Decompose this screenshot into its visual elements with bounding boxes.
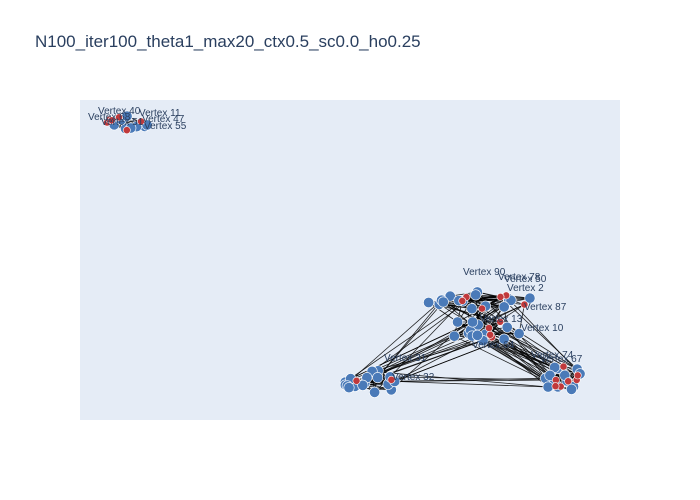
vertex-node-red[interactable] bbox=[496, 317, 504, 326]
vertex-label: Vertex 67 bbox=[540, 354, 583, 365]
vertex-label: Vertex 68 bbox=[88, 112, 131, 123]
plot-area[interactable]: Vertex 90 Vertex 78 Vertex 50 Vertex 2 Verte… bbox=[80, 100, 620, 420]
vertex-label: Vertex 31 bbox=[384, 353, 427, 364]
edge bbox=[377, 299, 442, 378]
edge bbox=[428, 302, 458, 323]
vertex-node-red[interactable] bbox=[520, 300, 529, 309]
vertex-label: Vertex 10 bbox=[521, 323, 564, 334]
edge bbox=[394, 333, 486, 382]
vertex-label: Vertex 40 bbox=[98, 106, 141, 117]
edge bbox=[503, 338, 569, 382]
vertex-node-red[interactable] bbox=[107, 116, 116, 125]
vertex-node-red[interactable] bbox=[551, 382, 560, 391]
vertex-node-blue[interactable] bbox=[501, 321, 513, 333]
vertex-node-blue[interactable] bbox=[498, 301, 510, 313]
edge bbox=[371, 304, 525, 372]
vertex-node-blue[interactable] bbox=[471, 329, 483, 341]
edge bbox=[377, 336, 493, 378]
vertex-label: Vertex 2 bbox=[507, 283, 544, 294]
edge bbox=[390, 376, 556, 381]
vertex-node-red[interactable] bbox=[485, 324, 493, 332]
vertex-node-blue[interactable] bbox=[343, 382, 355, 394]
vertex-label: Vertex 87 bbox=[524, 302, 567, 313]
edge bbox=[482, 340, 558, 369]
node-layer bbox=[103, 110, 586, 398]
edge bbox=[371, 340, 484, 372]
vertex-node-red[interactable] bbox=[559, 362, 568, 371]
vertex-label: Vertex 51 bbox=[101, 117, 144, 128]
edge bbox=[441, 299, 549, 388]
vertex-node-blue[interactable] bbox=[437, 296, 449, 308]
vertex-label: Vertex 11 bbox=[139, 108, 181, 119]
edge bbox=[377, 301, 444, 378]
vertex-node-red[interactable] bbox=[122, 126, 131, 135]
vertex-label: Vertex 32 bbox=[392, 372, 435, 383]
edge bbox=[394, 338, 505, 382]
edge bbox=[371, 294, 476, 372]
edge bbox=[471, 308, 557, 381]
vertex-node-blue[interactable] bbox=[357, 379, 369, 391]
vertex-label: Vertex 47 bbox=[142, 114, 185, 125]
chart-title: N100_iter100_theta1_max20_ctx0.5_sc0.0_h… bbox=[35, 32, 421, 51]
edge bbox=[443, 301, 581, 375]
vertex-node-red[interactable] bbox=[458, 296, 467, 305]
vertex-node-blue[interactable] bbox=[565, 383, 577, 395]
vertex-node-red[interactable] bbox=[137, 117, 145, 126]
vertex-label: Vertex 90 bbox=[463, 267, 506, 278]
vertex-node-red[interactable] bbox=[496, 292, 505, 301]
vertex-label: Vertex 50 bbox=[504, 274, 547, 285]
edge bbox=[506, 327, 546, 379]
edge bbox=[443, 301, 578, 370]
vertex-node-red[interactable] bbox=[478, 304, 486, 313]
edge bbox=[372, 371, 549, 388]
vertex-node-blue[interactable] bbox=[369, 386, 381, 398]
vertex-node-blue[interactable] bbox=[467, 316, 479, 328]
vertex-label: Vertex 78 bbox=[498, 272, 541, 283]
vertex-label: Vertex 55 bbox=[144, 121, 187, 132]
edge bbox=[345, 300, 463, 383]
edge bbox=[394, 381, 549, 388]
vertex-node-blue[interactable] bbox=[466, 303, 478, 315]
vertex-label: Vertex 13 bbox=[480, 314, 523, 325]
vertex-node-red[interactable] bbox=[564, 377, 573, 386]
vertex-node-red[interactable] bbox=[387, 375, 396, 384]
vertex-node-blue[interactable] bbox=[448, 330, 460, 342]
vertex-node-blue[interactable] bbox=[470, 289, 482, 301]
vertex-node-blue[interactable] bbox=[544, 369, 556, 381]
vertex-label: Vertex 74 bbox=[531, 350, 574, 361]
vertex-node-blue[interactable] bbox=[524, 292, 536, 304]
vertex-node-blue[interactable] bbox=[498, 333, 510, 345]
vertex-node-red[interactable] bbox=[486, 330, 495, 339]
vertex-node-blue[interactable] bbox=[372, 372, 384, 384]
vertex-node-blue[interactable] bbox=[513, 328, 525, 340]
vertex-node-blue[interactable] bbox=[452, 316, 464, 328]
vertex-node-red[interactable] bbox=[573, 371, 582, 380]
vertex-node-red[interactable] bbox=[115, 113, 123, 122]
vertex-label: Vertex 64 bbox=[472, 340, 515, 351]
vertex-node-blue[interactable] bbox=[423, 297, 435, 309]
vertex-node-red[interactable] bbox=[352, 376, 361, 385]
edge bbox=[507, 298, 581, 375]
